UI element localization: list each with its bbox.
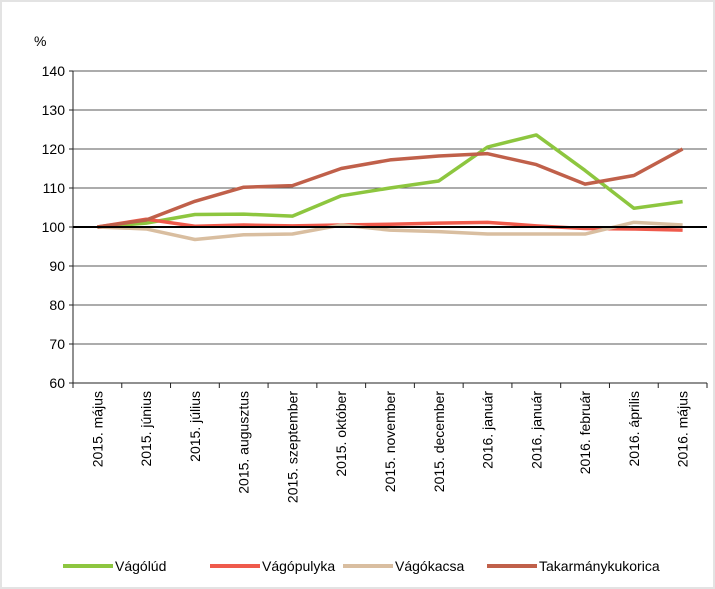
x-tick-label: 2016. január: [480, 391, 496, 469]
x-tick-label: 2015. május: [89, 391, 105, 467]
x-tick-label: 2015. szeptember: [284, 391, 300, 503]
x-tick-label: 2015. november: [382, 391, 398, 493]
x-tick-label: 2016. január: [528, 391, 544, 469]
legend-label: Vágólúd: [115, 558, 166, 574]
x-tick-label: 2016. május: [675, 391, 691, 467]
x-tick-label: 2016. április: [626, 391, 642, 467]
y-tick-label: 100: [42, 219, 66, 235]
legend-label: Vágópulyka: [262, 558, 335, 574]
y-tick-label: 60: [49, 375, 65, 391]
series-line: [97, 133, 683, 229]
x-tick-label: 2015. október: [333, 391, 349, 477]
x-tick-label: 2015. december: [431, 391, 447, 493]
legend-label: Takarmánykukorica: [539, 558, 660, 574]
y-unit: %: [34, 33, 46, 49]
y-tick-label: 80: [49, 297, 65, 313]
series-line: [97, 147, 684, 229]
series-line: [97, 220, 683, 242]
y-tick-label: 130: [42, 102, 66, 118]
x-tick-label: 2015. június: [138, 391, 154, 467]
y-tick-label: 140: [42, 63, 66, 79]
y-tick-label: 110: [43, 180, 66, 196]
y-tick-label: 120: [42, 141, 66, 157]
x-tick-label: 2016. február: [577, 391, 593, 475]
legend-label: Vágókacsa: [395, 558, 464, 574]
x-tick-label: 2015. augusztus: [236, 391, 252, 494]
y-tick-label: 90: [49, 258, 65, 274]
x-tick-label: 2015. július: [187, 391, 203, 462]
y-tick-label: 70: [49, 336, 65, 352]
